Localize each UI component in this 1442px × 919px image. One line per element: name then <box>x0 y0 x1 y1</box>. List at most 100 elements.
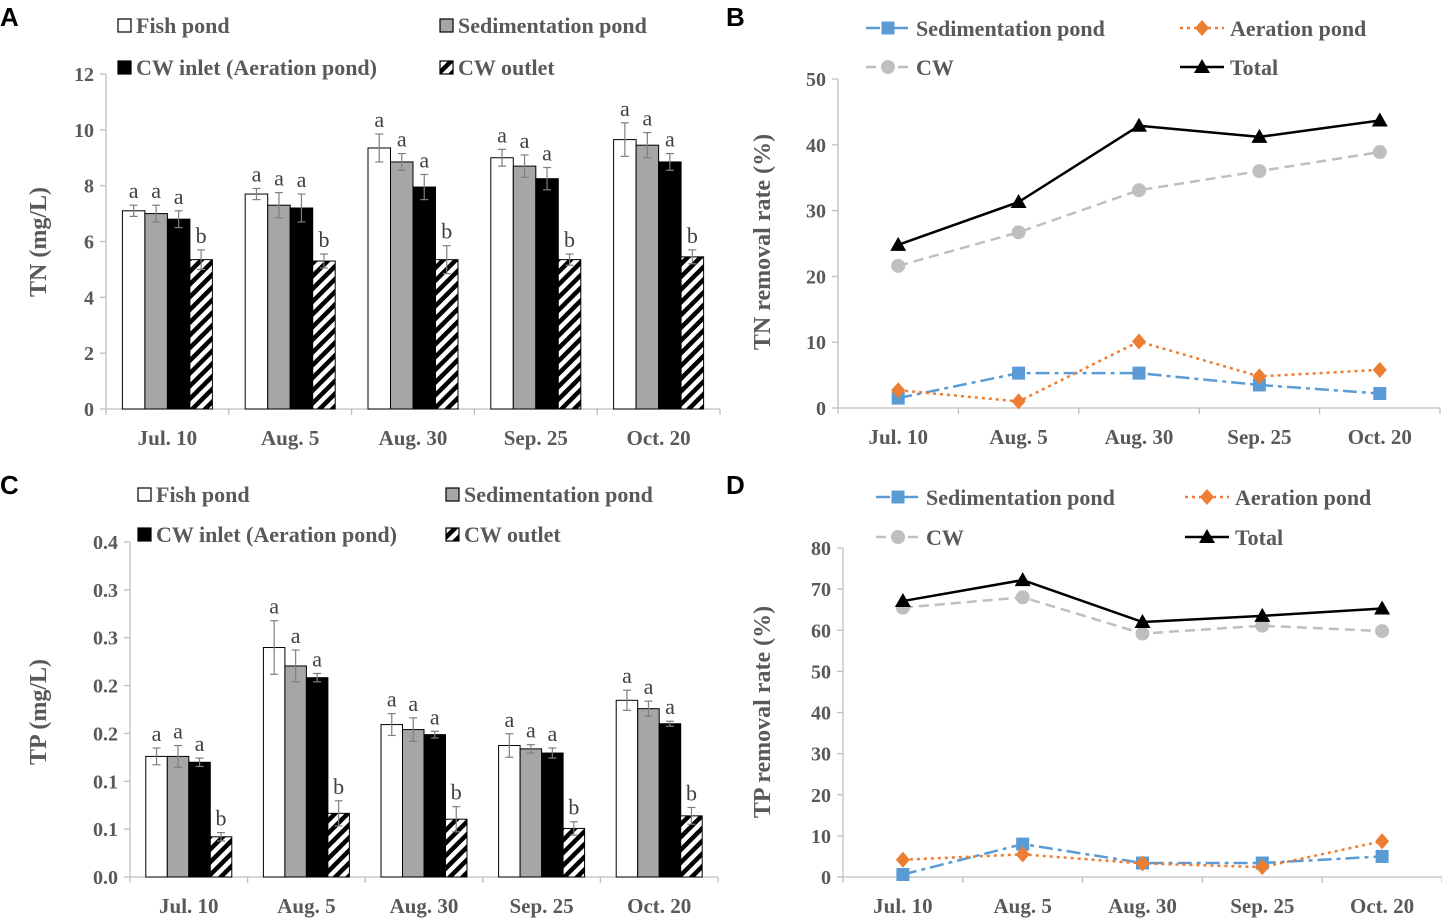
significance-letter: b <box>568 795 579 820</box>
y-tick-label: 70 <box>811 579 831 601</box>
bar-white <box>262 647 286 878</box>
x-category-label: Sep. 25 <box>1227 425 1291 449</box>
y-tick-label: 0.2 <box>93 676 118 698</box>
bar-hatch <box>680 256 705 410</box>
y-tick-label: 0 <box>816 398 826 420</box>
legend-swatch <box>137 527 152 542</box>
bar-white <box>613 139 637 410</box>
y-axis-title: TN (mg/L) <box>26 187 52 297</box>
x-category-label: Aug. 30 <box>1108 894 1177 918</box>
legend-label: CW inlet (Aeration pond) <box>156 522 397 547</box>
y-tick-label: 10 <box>74 120 94 142</box>
significance-letter: a <box>520 128 530 153</box>
point-aer <box>895 851 910 868</box>
x-category-label: Aug. 30 <box>390 894 459 918</box>
point-aer <box>1255 859 1270 876</box>
x-category-label: Jul. 10 <box>159 894 219 918</box>
legend-swatch <box>439 18 454 33</box>
bar-white <box>145 755 168 878</box>
bar-white <box>498 745 521 878</box>
legend-marker <box>1199 529 1215 543</box>
significance-letter: b <box>687 223 698 248</box>
point-cw <box>1372 145 1387 160</box>
bar-white <box>367 147 391 410</box>
bar-black <box>658 161 682 410</box>
y-tick-label: 2 <box>84 343 94 365</box>
significance-letter: a <box>665 694 675 719</box>
significance-letter: a <box>526 718 536 743</box>
legend-label: Fish pond <box>136 13 230 38</box>
legend-label: Sedimentation pond <box>916 16 1105 41</box>
y-tick-label: 0.3 <box>93 628 118 650</box>
significance-letter: a <box>504 707 514 732</box>
bar-gray <box>635 144 660 410</box>
significance-letter: a <box>152 721 162 746</box>
legend-label: Fish pond <box>156 482 250 507</box>
significance-letter: b <box>564 227 575 252</box>
series-line-total <box>897 119 1380 246</box>
legend-label: CW <box>926 525 964 550</box>
significance-letter: a <box>274 166 284 191</box>
significance-letter: a <box>665 127 675 152</box>
bar-white <box>490 157 514 410</box>
significance-letter: a <box>269 594 279 619</box>
bar-hatch <box>189 259 213 410</box>
x-category-label: Aug. 5 <box>989 425 1047 449</box>
y-tick-label: 20 <box>806 266 826 288</box>
point-total <box>1014 572 1031 587</box>
legend-label: Total <box>1235 525 1283 550</box>
legend-label: Total <box>1230 55 1278 80</box>
y-tick-label: 30 <box>806 201 826 223</box>
y-tick-label: 0.4 <box>93 532 118 554</box>
significance-letter: a <box>387 687 397 712</box>
point-aer <box>1375 833 1390 850</box>
legend-label: CW outlet <box>464 522 561 547</box>
legend-marker <box>881 21 895 35</box>
y-tick-label: 60 <box>811 620 831 642</box>
bar-gray <box>144 213 168 410</box>
point-aer <box>1252 368 1267 385</box>
significance-letter: a <box>297 167 307 192</box>
significance-letter: a <box>622 663 632 688</box>
panel-letter: B <box>726 2 745 32</box>
y-tick-label: 50 <box>806 69 826 91</box>
significance-letter: a <box>173 719 183 744</box>
significance-letter: a <box>129 178 139 203</box>
significance-letter: a <box>408 691 418 716</box>
series-line-aer <box>898 340 1380 403</box>
legend-label: Aeration pond <box>1230 16 1366 41</box>
x-category-label: Aug. 5 <box>994 894 1052 918</box>
legend-marker <box>1194 59 1210 73</box>
significance-letter: a <box>252 161 262 186</box>
point-sed <box>1373 387 1387 401</box>
significance-letter: a <box>547 721 557 746</box>
significance-letter: b <box>196 223 207 248</box>
point-cw <box>891 258 906 273</box>
point-cw <box>1375 624 1390 639</box>
legend-swatch <box>445 527 460 542</box>
x-category-label: Oct. 20 <box>627 894 691 918</box>
point-sed <box>1016 837 1030 851</box>
bar-black <box>541 752 564 878</box>
significance-letter: b <box>333 774 344 799</box>
legend-label: CW <box>916 55 954 80</box>
legend-label: Sedimentation pond <box>458 13 647 38</box>
legend-swatch <box>445 487 460 502</box>
series-line-cw <box>897 150 1380 268</box>
y-tick-label: 0.0 <box>93 867 118 889</box>
legend-label: CW inlet (Aeration pond) <box>136 55 377 80</box>
bar-black <box>305 677 329 878</box>
y-axis-title: TP (mg/L) <box>26 659 52 765</box>
bar-gray <box>637 708 660 878</box>
y-axis-title: TN removal rate (%) <box>750 134 776 350</box>
significance-letter: b <box>441 219 452 244</box>
bar-hatch <box>435 259 459 410</box>
point-aer <box>1132 333 1146 350</box>
y-tick-label: 12 <box>74 64 94 86</box>
x-category-label: Aug. 30 <box>1105 425 1174 449</box>
x-category-label: Aug. 30 <box>379 426 448 450</box>
point-aer <box>1015 846 1030 863</box>
legend-swatch <box>117 18 132 33</box>
legend-label: Sedimentation pond <box>926 485 1115 510</box>
